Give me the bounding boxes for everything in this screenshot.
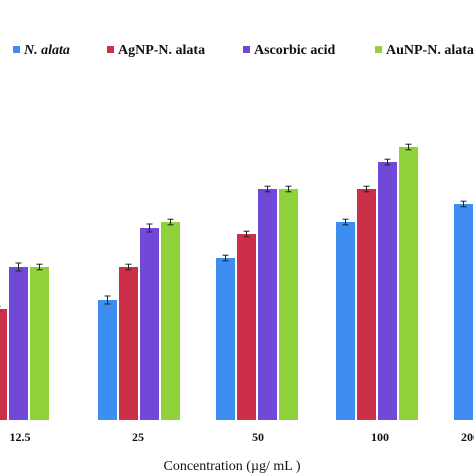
- legend-label-agnp-n-alata: AgNP-N. alata: [118, 43, 205, 58]
- x-tick-label-200: 200: [461, 430, 474, 444]
- bar-n-alata-50: [216, 258, 235, 420]
- error-bar-aunp-n-alata-25: [167, 218, 174, 226]
- x-tick-label-50: 50: [252, 430, 264, 444]
- legend-label-aunp-n-alata: AuNP-N. alata: [386, 43, 474, 58]
- bar-ascorbic-acid-12-5: [9, 267, 28, 420]
- bar-agnp-n-alata-50: [237, 234, 256, 420]
- bar-n-alata-25: [98, 300, 117, 420]
- x-tick-label-100: 100: [371, 430, 389, 444]
- error-bar-aunp-n-alata-50: [285, 185, 292, 193]
- error-bar-ascorbic-acid-100: [384, 158, 391, 166]
- legend: N. alata AgNP-N. alata Ascorbic acid AuNP-N…: [13, 43, 474, 58]
- error-bar-aunp-n-alata-100: [405, 143, 412, 151]
- bar-agnp-n-alata-12-5: [0, 309, 7, 420]
- legend-label-ascorbic-acid: Ascorbic acid: [254, 43, 335, 58]
- error-bar-n-alata-200: [460, 200, 467, 208]
- x-tick-label-12-5: 12.5: [10, 430, 31, 444]
- error-bar-agnp-n-alata-100: [363, 185, 370, 193]
- bar-plot-area: [0, 143, 473, 420]
- x-axis-ticks: 12.5 25 50 100 200: [10, 430, 474, 444]
- error-bar-ascorbic-acid-12-5: [15, 262, 22, 272]
- error-bar-agnp-n-alata-50: [243, 230, 250, 238]
- error-bar-agnp-n-alata-25: [125, 263, 132, 271]
- error-bar-aunp-n-alata-12-5: [36, 263, 43, 271]
- x-axis-label: Concentration (µg/ mL ): [163, 459, 300, 474]
- legend-label-n-alata: N. alata: [23, 43, 70, 58]
- error-bar-n-alata-100: [342, 218, 349, 226]
- legend-swatch-ascorbic-acid: [243, 46, 250, 53]
- bar-n-alata-200: [454, 204, 473, 420]
- error-bar-n-alata-50: [222, 254, 229, 262]
- error-bar-n-alata-25: [104, 295, 111, 305]
- x-tick-label-25: 25: [132, 430, 144, 444]
- bar-aunp-n-alata-50: [279, 189, 298, 420]
- bar-agnp-n-alata-100: [357, 189, 376, 420]
- bar-ascorbic-acid-50: [258, 189, 277, 420]
- error-bar-ascorbic-acid-50: [264, 185, 271, 193]
- bar-n-alata-100: [336, 222, 355, 420]
- bar-ascorbic-acid-25: [140, 228, 159, 420]
- bar-agnp-n-alata-25: [119, 267, 138, 420]
- bar-aunp-n-alata-25: [161, 222, 180, 420]
- legend-swatch-aunp-n-alata: [375, 46, 382, 53]
- bar-aunp-n-alata-12-5: [30, 267, 49, 420]
- error-bar-ascorbic-acid-25: [146, 223, 153, 233]
- bar-aunp-n-alata-100: [399, 147, 418, 420]
- legend-swatch-n-alata: [13, 46, 20, 53]
- legend-swatch-agnp-n-alata: [107, 46, 114, 53]
- bar-ascorbic-acid-100: [378, 162, 397, 420]
